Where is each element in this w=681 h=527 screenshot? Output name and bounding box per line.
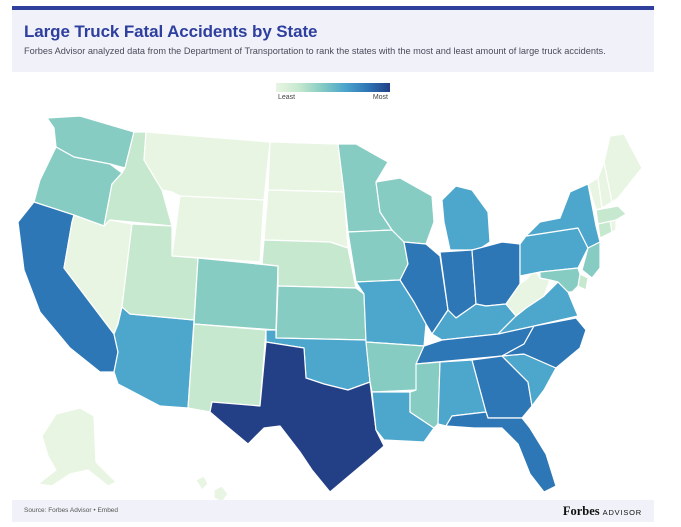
state-NM[interactable] xyxy=(187,323,267,413)
map-header: Large Truck Fatal Accidents by State For… xyxy=(12,10,654,72)
state-MD[interactable] xyxy=(539,267,581,293)
state-FL[interactable] xyxy=(445,411,557,493)
map-area: Least Most xyxy=(12,72,654,500)
state-NJ[interactable] xyxy=(581,241,601,279)
state-KS[interactable] xyxy=(275,285,367,341)
state-CO[interactable] xyxy=(193,257,279,331)
legend-least-label: Least xyxy=(278,94,296,101)
state-MT[interactable] xyxy=(143,131,271,201)
state-SD[interactable] xyxy=(263,189,349,249)
state-WY[interactable] xyxy=(171,195,265,263)
brand-name: Forbes xyxy=(562,504,600,518)
brand-logo: Forbes ADVISOR xyxy=(563,504,642,518)
state-ND[interactable] xyxy=(267,141,345,193)
source-line[interactable]: Source: Forbes Advisor • Embed xyxy=(24,507,119,514)
state-AR[interactable] xyxy=(365,341,425,393)
state-MA[interactable] xyxy=(595,205,627,225)
state-NY[interactable] xyxy=(525,183,601,249)
map-subtitle: Forbes Advisor analyzed data from the De… xyxy=(24,46,606,56)
us-choropleth-map xyxy=(17,115,643,500)
state-NC[interactable] xyxy=(501,317,587,369)
map-footer: Source: Forbes Advisor • Embed Forbes AD… xyxy=(12,500,654,522)
state-TX[interactable] xyxy=(209,341,385,493)
state-AK[interactable] xyxy=(37,407,117,487)
state-ME[interactable] xyxy=(603,133,643,203)
legend-gradient-bar xyxy=(276,83,390,92)
state-HI[interactable] xyxy=(195,475,229,500)
legend-most-label: Most xyxy=(372,94,388,101)
map-legend: Least Most xyxy=(276,83,390,109)
map-title: Large Truck Fatal Accidents by State xyxy=(24,22,318,41)
state-IL[interactable] xyxy=(399,241,449,335)
state-MI[interactable] xyxy=(441,185,491,251)
state-AZ[interactable] xyxy=(113,306,195,409)
map-card: Large Truck Fatal Accidents by State For… xyxy=(12,6,654,522)
brand-suffix: ADVISOR xyxy=(602,508,642,517)
